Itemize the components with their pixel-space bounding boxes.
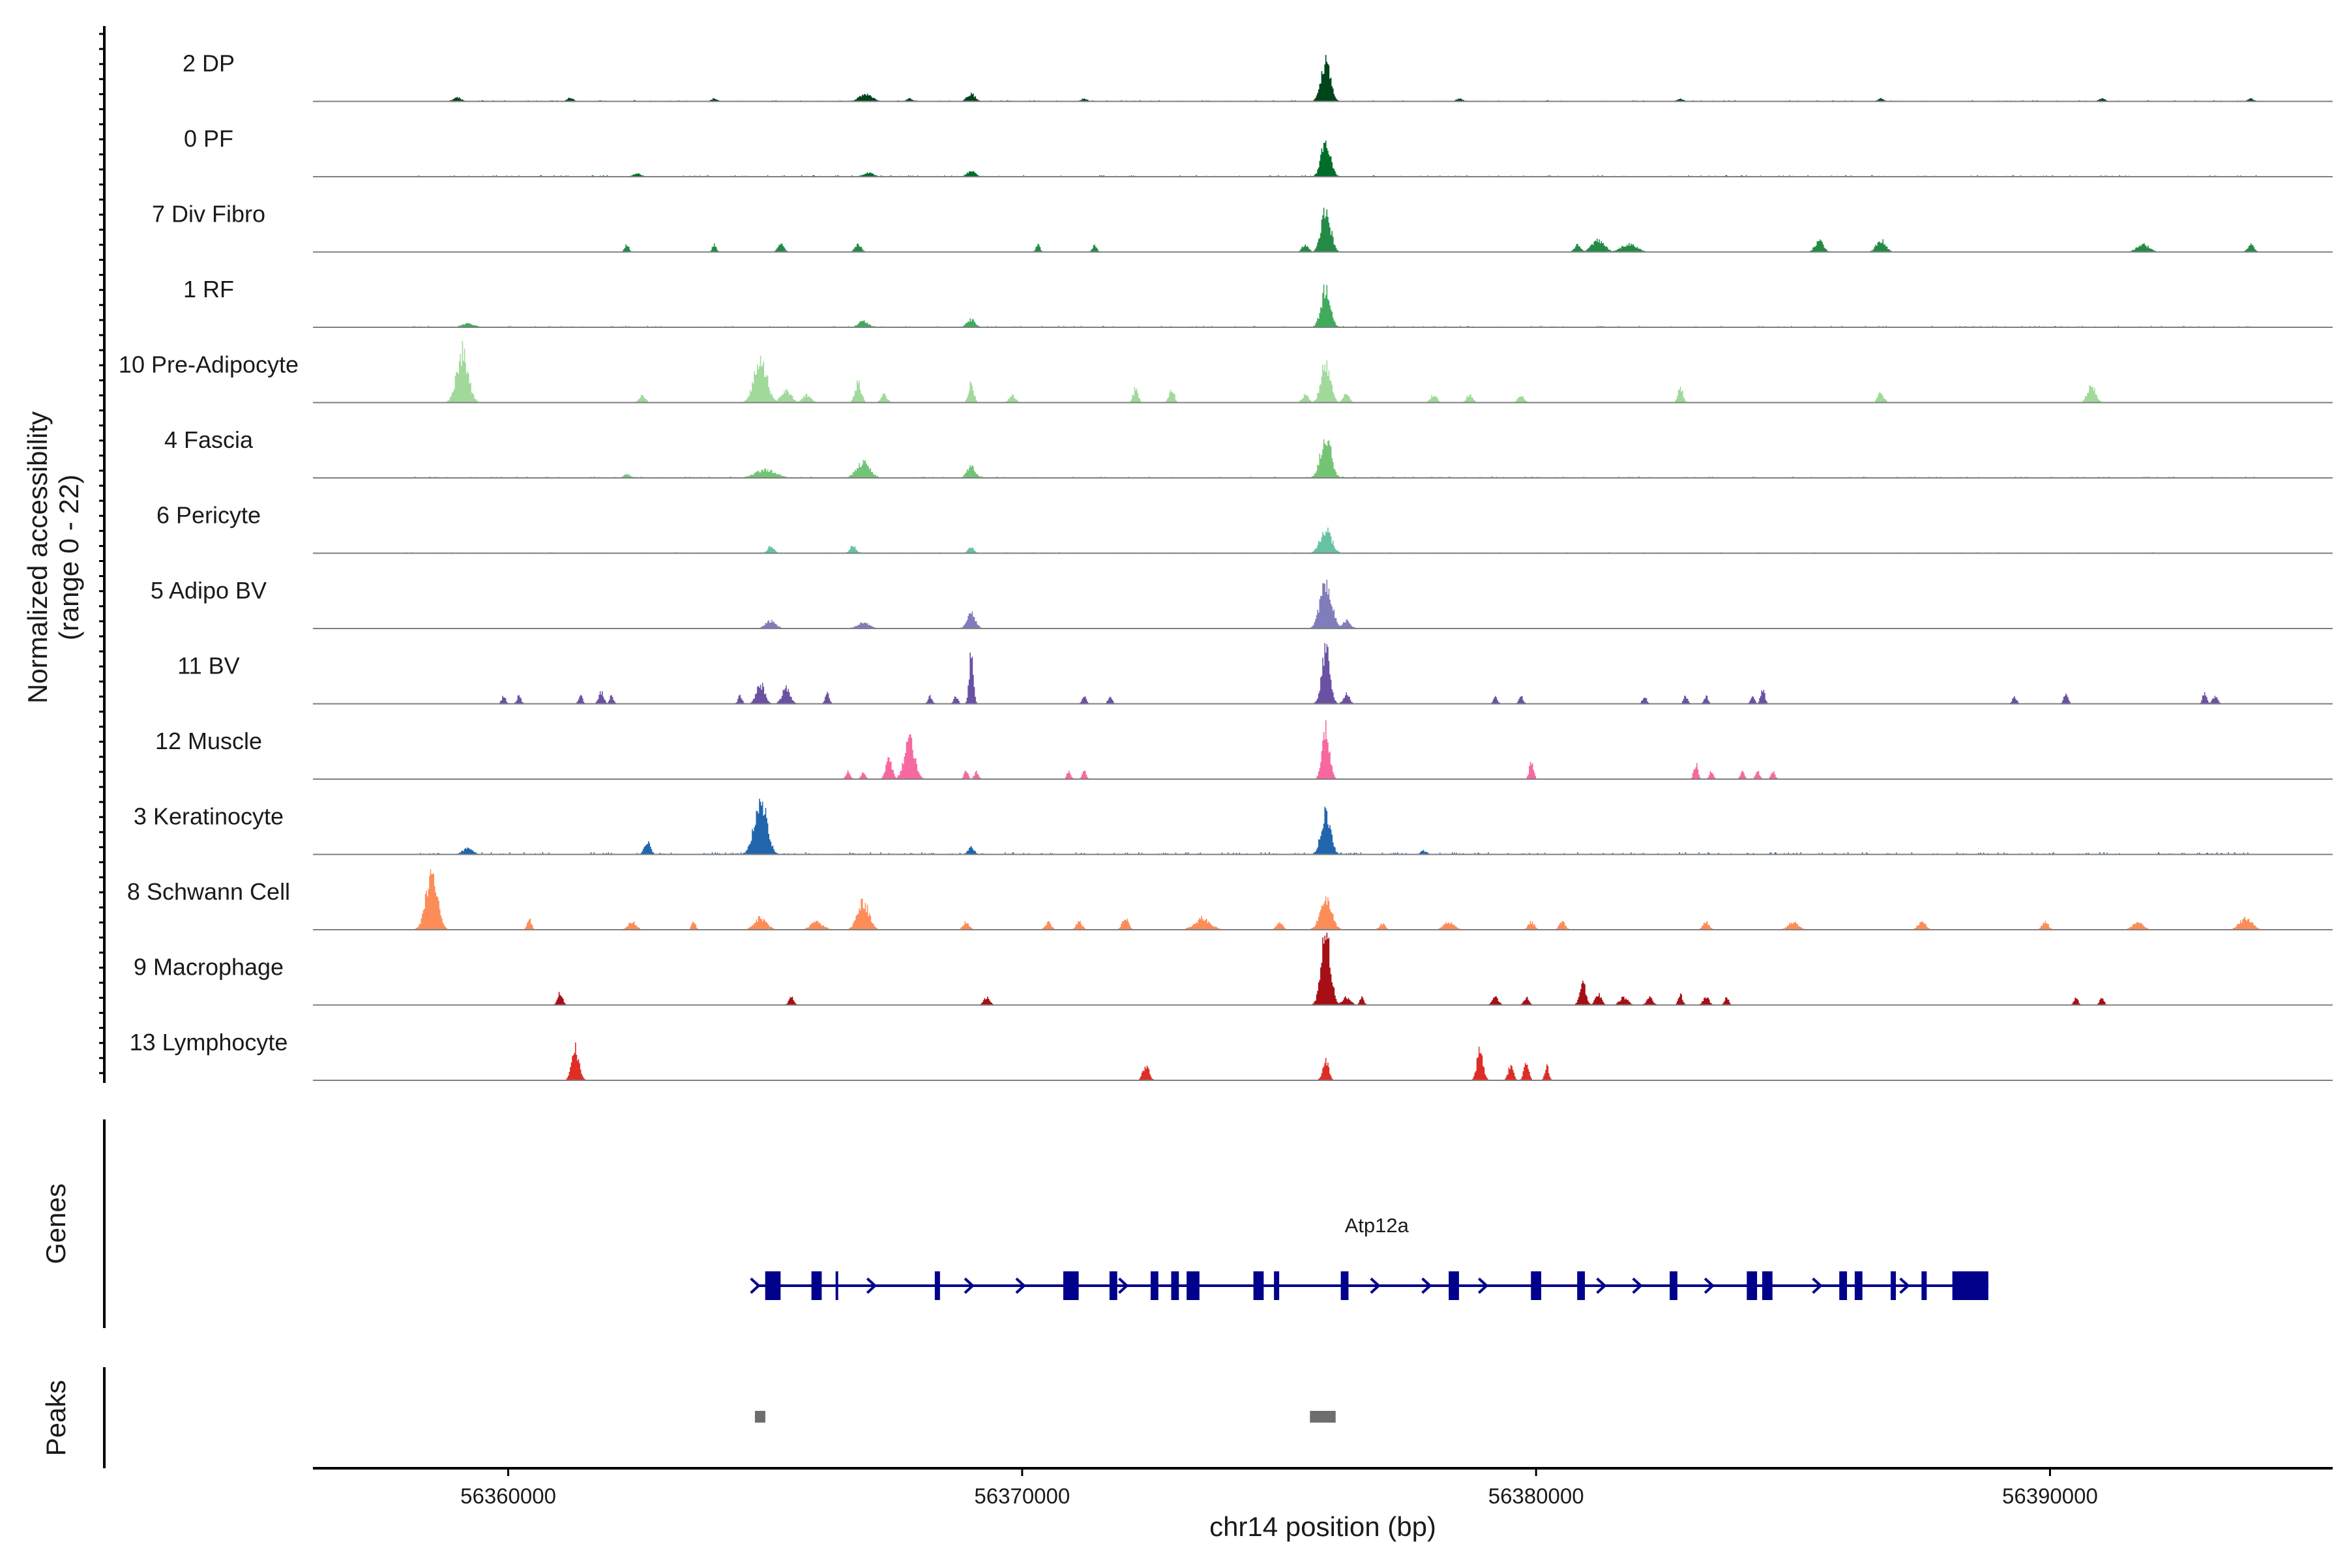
exon — [1109, 1271, 1117, 1300]
track-label: 13 Lymphocyte — [130, 1029, 288, 1056]
track-label: 2 DP — [183, 50, 235, 77]
strand-arrow — [1632, 1277, 1643, 1294]
coverage-area — [313, 643, 2333, 704]
coverage-tracks: 2 DP 0 PF 7 Div Fibro 1 RF 10 Pre-Adipocyte 4… — [119, 50, 2333, 1081]
exon — [934, 1271, 940, 1300]
exon — [1891, 1271, 1897, 1300]
coverage-y-axis — [99, 26, 106, 1083]
exon — [1253, 1271, 1264, 1300]
peak-region — [754, 1411, 765, 1423]
coverage-area — [313, 341, 2333, 403]
track-10-pre-adipocyte: 10 Pre-Adipocyte — [119, 341, 2333, 404]
gene-track: Atp12a — [750, 1214, 1988, 1300]
x-tick-label: 56380000 — [1488, 1484, 1584, 1508]
strand-arrow — [1704, 1277, 1715, 1294]
y-axis-label-line1: Normalized accessibility — [22, 411, 53, 703]
track-label: 9 Macrophage — [134, 954, 284, 981]
coverage-area — [313, 1042, 2333, 1080]
exon — [811, 1271, 822, 1300]
exon — [1187, 1271, 1200, 1300]
x-axis-title: chr14 position (bp) — [1209, 1511, 1436, 1542]
track-label: 10 Pre-Adipocyte — [119, 351, 299, 378]
coverage-area — [313, 140, 2333, 177]
track-2-dp: 2 DP — [183, 50, 2333, 102]
x-tick-label: 56390000 — [2002, 1484, 2098, 1508]
track-label: 1 RF — [183, 276, 234, 303]
track-label: 11 BV — [177, 653, 239, 679]
coverage-area — [313, 580, 2333, 629]
x-axis: 56360000 56370000 56380000 56390000 — [313, 1467, 2333, 1508]
coverage-area — [313, 720, 2333, 779]
track-1-rf: 1 RF — [183, 276, 2333, 328]
exon — [1150, 1271, 1159, 1300]
peak-region — [1310, 1411, 1336, 1423]
coverage-area — [313, 439, 2333, 478]
exon — [1952, 1271, 1988, 1300]
strand-arrow — [750, 1277, 761, 1294]
track-11-bv: 11 BV — [177, 643, 2333, 705]
track-label: 7 Div Fibro — [152, 201, 265, 228]
exon — [1839, 1271, 1848, 1300]
x-tick-label: 56370000 — [974, 1484, 1070, 1508]
track-7-div-fibro: 7 Div Fibro — [152, 201, 2333, 253]
strand-arrow — [1421, 1277, 1432, 1294]
y-axis-label-line2: (range 0 - 22) — [53, 475, 84, 640]
track-13-lymphocyte: 13 Lymphocyte — [130, 1029, 2333, 1081]
exon — [765, 1271, 781, 1300]
track-5-adipo-bv: 5 Adipo BV — [151, 577, 2333, 629]
exon — [1274, 1271, 1280, 1300]
x-tick-label: 56360000 — [460, 1484, 556, 1508]
coverage-area — [313, 284, 2333, 327]
track-label: 12 Muscle — [155, 728, 262, 754]
exon — [1340, 1271, 1349, 1300]
track-label: 8 Schwann Cell — [127, 878, 290, 905]
peaks-label: Peaks — [40, 1380, 71, 1457]
coverage-area — [313, 207, 2333, 252]
exon — [1921, 1271, 1927, 1300]
coverage-area — [313, 869, 2333, 930]
coverage-area — [313, 55, 2333, 102]
strand-arrow — [1596, 1277, 1607, 1294]
coverage-area — [313, 932, 2333, 1005]
strand-arrow — [964, 1277, 975, 1294]
strand-arrow — [1812, 1277, 1823, 1294]
track-12-muscle: 12 Muscle — [155, 720, 2333, 780]
track-8-schwann-cell: 8 Schwann Cell — [127, 869, 2333, 930]
exon — [1670, 1271, 1677, 1300]
exon — [1531, 1271, 1542, 1300]
exon — [1854, 1271, 1863, 1300]
track-6-pericyte: 6 Pericyte — [156, 502, 2333, 554]
gene-name: Atp12a — [1345, 1214, 1410, 1237]
coverage-area — [313, 799, 2333, 855]
track-label: 6 Pericyte — [156, 502, 261, 529]
strand-arrow — [866, 1277, 878, 1294]
strand-arrow — [1899, 1277, 1910, 1294]
track-0-pf: 0 PF — [184, 125, 2333, 177]
strand-arrow — [1118, 1277, 1129, 1294]
peaks-track — [754, 1411, 1336, 1423]
track-label: 5 Adipo BV — [151, 577, 267, 604]
strand-arrow — [1370, 1277, 1381, 1294]
exon — [1449, 1271, 1459, 1300]
exon — [1747, 1271, 1758, 1300]
strand-arrow — [1477, 1277, 1489, 1294]
coverage-area — [313, 527, 2333, 554]
track-label: 3 Keratinocyte — [134, 803, 284, 830]
exon — [1063, 1271, 1079, 1300]
strand-arrow — [1015, 1277, 1026, 1294]
exon — [1762, 1271, 1773, 1300]
genes-label: Genes — [40, 1183, 71, 1264]
exon — [1171, 1271, 1179, 1300]
track-label: 4 Fascia — [164, 426, 254, 453]
track-3-keratinocyte: 3 Keratinocyte — [134, 799, 2333, 855]
track-4-fascia: 4 Fascia — [164, 426, 2333, 479]
exon — [1577, 1271, 1586, 1300]
track-9-macrophage: 9 Macrophage — [134, 932, 2333, 1006]
track-label: 0 PF — [184, 125, 233, 152]
